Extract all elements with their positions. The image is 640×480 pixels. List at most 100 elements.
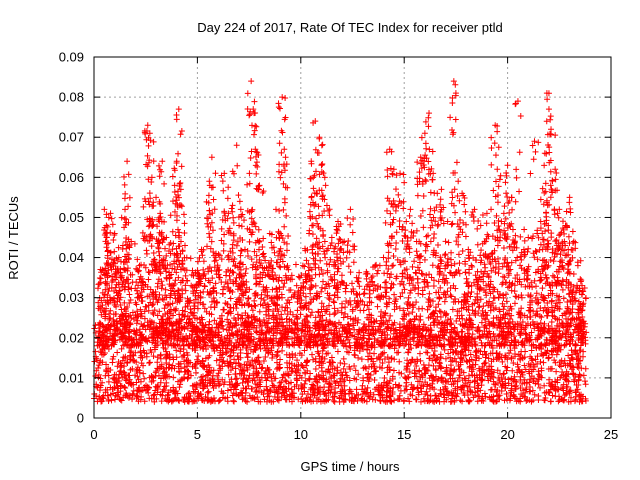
data-point [96,280,103,287]
data-point [389,171,396,178]
data-point [450,78,457,85]
data-point [461,201,468,208]
data-point [334,268,341,275]
data-point [506,350,513,357]
data-point [216,397,223,404]
data-point [215,398,222,405]
data-point [270,398,277,405]
data-point [445,261,452,268]
data-point [407,206,414,213]
data-point [448,221,455,228]
data-point [381,374,388,381]
data-point [387,398,394,405]
data-point [427,189,434,196]
data-point [470,218,477,225]
data-point [497,172,504,179]
data-point [423,233,430,240]
data-point [448,249,455,256]
data-point [426,375,433,382]
data-point [342,304,349,311]
data-point [144,122,151,129]
data-point [259,243,266,250]
data-point [422,247,429,254]
data-point [479,351,486,358]
data-point [233,375,240,382]
data-point [149,203,156,210]
data-point [323,202,330,209]
data-point [243,350,250,357]
data-point [495,223,502,230]
data-point [289,367,296,374]
data-point [347,269,354,276]
data-point [305,375,312,382]
data-point [322,254,329,261]
data-point [133,367,140,374]
data-point [389,262,396,269]
data-point [495,183,502,190]
data-point [226,353,233,360]
data-point [143,250,150,257]
data-point [395,349,402,356]
data-point [437,386,444,393]
data-point [449,131,456,138]
data-point [459,248,466,255]
data-point [325,294,332,301]
data-point [445,350,452,357]
data-point [580,372,587,379]
data-point [421,365,428,372]
data-point [246,180,253,187]
data-point [422,379,429,386]
data-point [407,287,414,294]
data-point [340,355,347,362]
data-point [279,347,286,354]
data-point [315,149,322,156]
data-point [478,319,485,326]
data-point [104,255,111,262]
data-point [121,363,128,370]
data-point [417,212,424,219]
data-point [572,389,579,396]
data-point [445,239,452,246]
data-point [262,353,269,360]
data-point [425,232,432,239]
data-point [495,144,502,151]
data-point [456,260,463,267]
data-point [232,359,239,366]
data-point [418,382,425,389]
data-point [177,180,184,187]
data-point [409,335,416,342]
data-point [553,368,560,375]
data-point [97,275,104,282]
data-point [299,398,306,405]
data-point [155,244,162,251]
data-point [494,367,501,374]
data-point [398,370,405,377]
data-point [312,168,319,175]
data-point [383,149,390,156]
data-point [280,206,287,213]
data-point [331,311,338,318]
data-point [522,348,529,355]
data-point [114,363,121,370]
data-point [222,350,229,357]
data-point [387,165,394,172]
data-point [288,272,295,279]
data-point [319,354,326,361]
data-point [205,321,212,328]
data-point [416,350,423,357]
data-point [230,219,237,226]
data-point [259,364,266,371]
data-point [105,398,112,405]
data-point [237,252,244,259]
data-point [383,318,390,325]
data-point [436,295,443,302]
data-point [118,306,125,313]
data-point [278,311,285,318]
data-point [169,173,176,180]
data-point [174,378,181,385]
data-point [237,247,244,254]
data-point [390,253,397,260]
data-point [432,357,439,364]
data-point [122,190,129,197]
data-point [404,349,411,356]
